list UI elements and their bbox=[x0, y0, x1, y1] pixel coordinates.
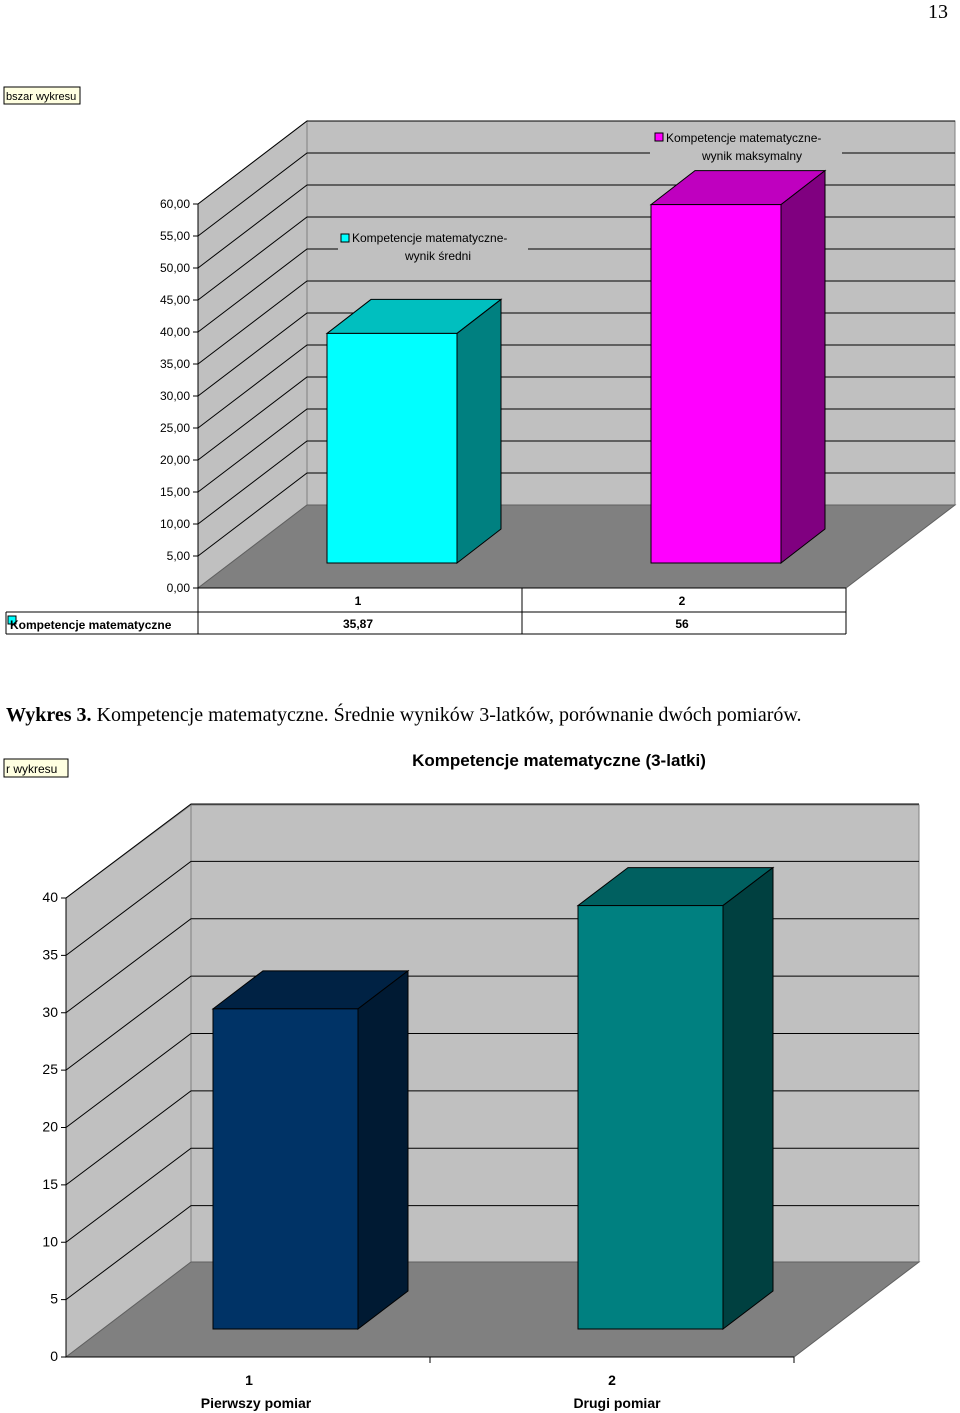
chart-area-tag-top[interactable]: bszar wykresu bbox=[3, 86, 81, 105]
chart-top: 13 bszar wykresu 0,005,0010,0015,0020,00… bbox=[3, 1, 957, 635]
table-cat-2: 2 bbox=[679, 594, 686, 608]
bar-2 bbox=[576, 866, 775, 1331]
y-tick-label: 0 bbox=[50, 1348, 58, 1364]
category-axis: 1 Pierwszy pomiar 2 Drugi pomiar bbox=[66, 1356, 795, 1411]
y-tick-label: 20 bbox=[42, 1119, 58, 1135]
y-tick-label: 40 bbox=[42, 889, 58, 905]
bar-front-face bbox=[650, 204, 782, 564]
y-tick-label: 40,00 bbox=[160, 325, 190, 339]
table-row-label: Kompetencje matematyczne bbox=[10, 618, 172, 632]
bar-side-face bbox=[780, 169, 826, 565]
data-label-2: Kompetencje matematyczne- wynik maksymal… bbox=[650, 128, 842, 166]
bars bbox=[325, 169, 827, 565]
y-tick-label: 10,00 bbox=[160, 517, 190, 531]
gridline bbox=[65, 860, 919, 956]
gridline bbox=[65, 803, 919, 899]
y-tick-label: 15 bbox=[42, 1176, 58, 1192]
data-label-2-line1: Kompetencje matematyczne- bbox=[666, 131, 821, 145]
bar-2 bbox=[649, 169, 827, 565]
chart-area-tag-text: bszar wykresu bbox=[6, 91, 76, 103]
figure-caption: Wykres 3. Kompetencje matematyczne. Śred… bbox=[6, 704, 802, 727]
bar-front-face bbox=[326, 332, 458, 564]
gridline bbox=[197, 120, 955, 205]
data-label-1: Kompetencje matematyczne- wynik średni bbox=[338, 229, 528, 265]
y-tick-label: 55,00 bbox=[160, 229, 190, 243]
table-cat-1: 1 bbox=[355, 594, 362, 608]
y-tick-label: 35,00 bbox=[160, 357, 190, 371]
table-cell-2: 56 bbox=[675, 617, 689, 631]
bar-side-face bbox=[357, 969, 409, 1331]
data-label-2-line2: wynik maksymalny bbox=[701, 149, 802, 163]
gridlines bbox=[65, 803, 919, 1301]
y-tick-label: 50,00 bbox=[160, 261, 190, 275]
bar-side-face bbox=[722, 866, 774, 1331]
y-tick-label: 35 bbox=[42, 946, 58, 962]
value-axis: 0 5 10 15 20 25 30 35 40 bbox=[42, 889, 67, 1364]
chart-area-tag-bottom[interactable]: r wykresu bbox=[3, 758, 69, 778]
bar-1 bbox=[325, 298, 503, 565]
data-table: 1 2 Kompetencje matematyczne 35,87 56 bbox=[5, 587, 847, 635]
y-tick-label: 25,00 bbox=[160, 421, 190, 435]
y-tick-label: 0,00 bbox=[167, 581, 191, 595]
category-1-number: 1 bbox=[245, 1372, 253, 1388]
table-cell-1: 35,87 bbox=[343, 617, 373, 631]
category-2-number: 2 bbox=[608, 1372, 616, 1388]
y-tick-label: 60,00 bbox=[160, 197, 190, 211]
floor bbox=[64, 1261, 921, 1358]
data-label-1-line1: Kompetencje matematyczne- bbox=[352, 231, 507, 245]
y-tick-label: 5 bbox=[50, 1291, 58, 1307]
chart-bottom: r wykresu Kompetencje matematyczne (3-la… bbox=[3, 751, 921, 1411]
y-tick-label: 5,00 bbox=[167, 549, 191, 563]
data-label-1-line2: wynik średni bbox=[404, 249, 471, 263]
category-2-label: Drugi pomiar bbox=[573, 1395, 661, 1411]
bar-1 bbox=[211, 969, 410, 1331]
y-tick-label: 25 bbox=[42, 1061, 58, 1077]
category-1-label: Pierwszy pomiar bbox=[201, 1395, 312, 1411]
caption-text: Kompetencje matematyczne. Średnie wynikó… bbox=[96, 704, 802, 726]
caption-label: Wykres 3. bbox=[6, 704, 92, 726]
y-tick-label: 10 bbox=[42, 1233, 58, 1249]
chart-area-tag-text: r wykresu bbox=[6, 762, 57, 776]
page-number: 13 bbox=[928, 1, 948, 23]
y-tick-label: 20,00 bbox=[160, 453, 190, 467]
chart-title: Kompetencje matematyczne (3-latki) bbox=[412, 751, 706, 770]
bars bbox=[211, 866, 775, 1331]
y-tick-label: 15,00 bbox=[160, 485, 190, 499]
bar-front-face bbox=[212, 1008, 359, 1330]
value-axis: 0,00 5,00 10,00 15,00 20,00 25,00 30,00 35,00 40… bbox=[160, 197, 199, 595]
y-tick-label: 30 bbox=[42, 1004, 58, 1020]
bar-front-face bbox=[577, 905, 724, 1330]
y-tick-label: 30,00 bbox=[160, 389, 190, 403]
y-tick-label: 45,00 bbox=[160, 293, 190, 307]
bar-side-face bbox=[456, 298, 502, 565]
floor bbox=[196, 504, 957, 589]
